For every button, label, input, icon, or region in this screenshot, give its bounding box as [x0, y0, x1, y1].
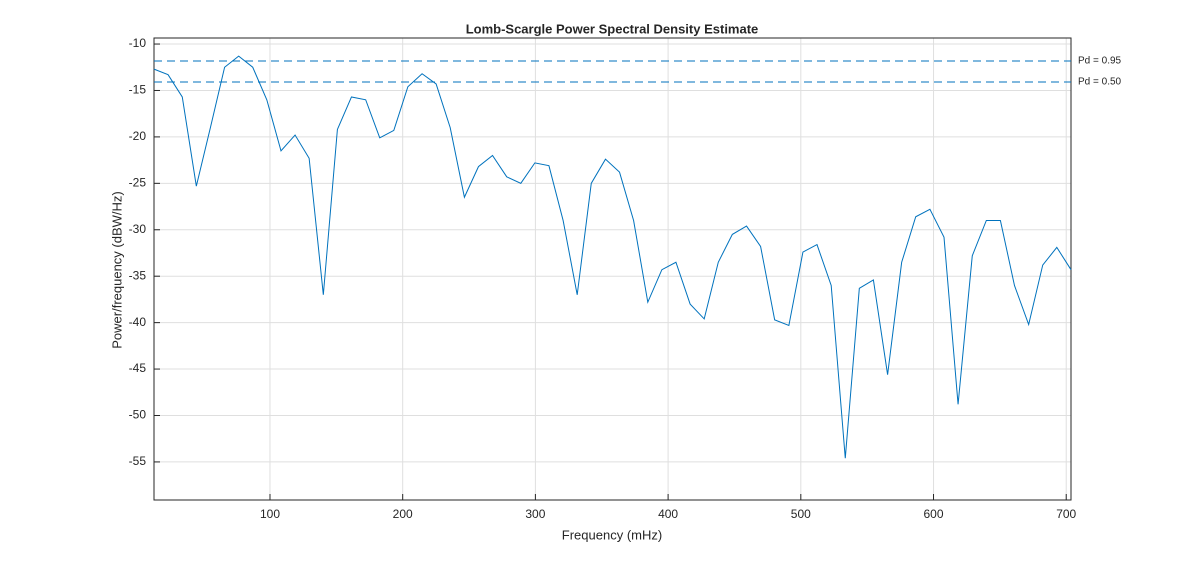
y-tick-label: -40 [129, 315, 147, 329]
x-tick-label: 600 [924, 507, 944, 521]
x-tick-label: 300 [525, 507, 545, 521]
threshold-label: Pd = 0.50 [1078, 77, 1122, 88]
x-tick-label: 100 [260, 507, 280, 521]
x-tick-label: 700 [1056, 507, 1076, 521]
x-axis-label: Frequency (mHz) [562, 527, 662, 542]
y-axis-label: Power/frequency (dBW/Hz) [109, 191, 124, 349]
chart-title: Lomb-Scargle Power Spectral Density Esti… [466, 21, 759, 36]
y-tick-label: -25 [129, 176, 147, 190]
x-tick-label: 400 [658, 507, 678, 521]
x-tick-label: 200 [393, 507, 413, 521]
y-tick-label: -55 [129, 454, 147, 468]
y-tick-label: -50 [129, 408, 147, 422]
y-tick-label: -20 [129, 129, 147, 143]
y-tick-label: -35 [129, 268, 147, 282]
y-tick-label: -15 [129, 83, 147, 97]
x-tick-label: 500 [791, 507, 811, 521]
data-line [153, 55, 1072, 459]
threshold-label: Pd = 0.95 [1078, 56, 1122, 67]
y-tick-label: -45 [129, 361, 147, 375]
y-tick-label: -10 [129, 36, 147, 50]
y-tick-label: -30 [129, 222, 147, 236]
